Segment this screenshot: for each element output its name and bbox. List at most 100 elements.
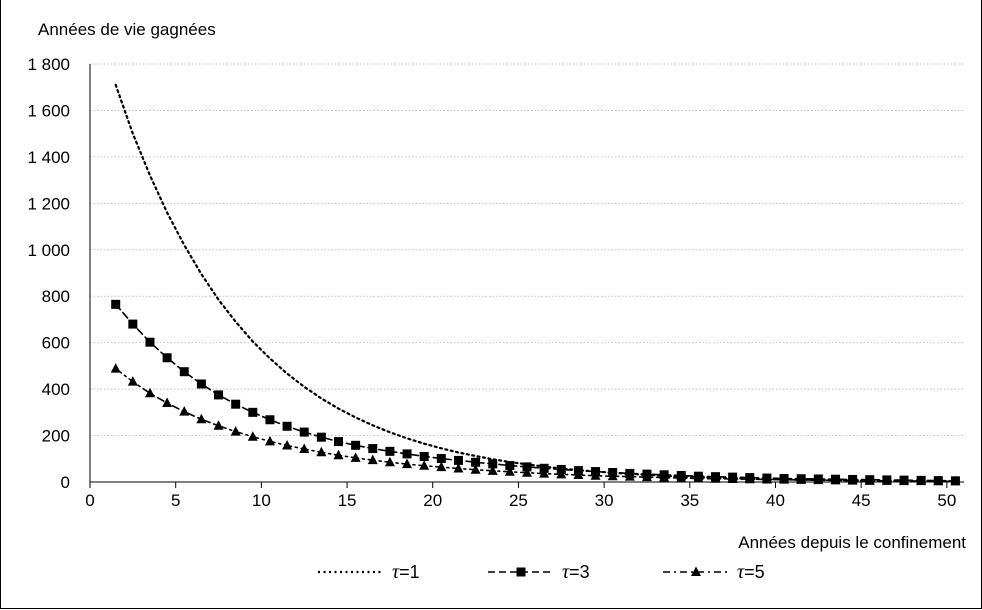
data-point [761,473,772,484]
y-tick-label: 600 [42,334,70,353]
data-point [864,475,875,485]
data-point [624,471,635,481]
data-point [248,407,258,417]
data-point [710,473,721,483]
data-point [333,437,343,447]
data-point [196,379,206,389]
series-lines [110,83,961,486]
y-tick-label: 800 [42,287,70,306]
series-2 [111,299,960,486]
data-point [556,468,567,479]
data-point [916,475,927,486]
x-tick-label: 25 [509,491,528,510]
data-point [111,299,121,309]
data-point [899,475,910,486]
data-point [504,466,515,476]
data-point [573,469,584,480]
series-1 [114,83,957,483]
data-point [282,440,293,450]
data-point [350,452,361,462]
data-point [419,460,430,470]
y-axis-label: Années de vie gagnées [38,20,216,39]
x-tick-label: 40 [766,491,785,510]
data-point [539,468,550,478]
data-point [453,463,464,473]
series-line [114,367,957,483]
x-tick-label: 5 [171,491,180,510]
gridlines [90,63,964,437]
data-point [128,319,138,329]
data-point [144,387,155,398]
data-point [881,475,892,485]
x-tick-label: 45 [852,491,871,510]
x-tick-label: 35 [680,491,699,510]
data-point [487,465,498,475]
axes [89,64,964,483]
data-point [333,449,344,460]
data-point [779,474,790,484]
data-point [316,432,326,442]
x-tick-label: 50 [937,491,956,510]
data-point [693,473,704,483]
data-point [351,440,361,450]
data-point [179,367,189,377]
data-point [796,474,807,484]
data-point [316,446,327,457]
data-point [299,427,309,437]
data-point [368,444,378,454]
y-tick-label: 400 [42,380,70,399]
legend-label: τ=1 [392,561,420,583]
data-point [847,475,858,485]
legend: τ=1 τ=3 τ=5 [318,561,765,583]
data-point [470,464,481,474]
data-point [813,474,824,485]
data-point [419,451,429,461]
x-tick-label: 0 [85,491,94,510]
y-tick-label: 200 [42,427,70,446]
data-point [282,421,292,431]
data-point [727,473,738,483]
data-point [402,449,412,459]
x-tick-label: 20 [423,491,442,510]
y-tick-label: 0 [61,473,70,492]
data-point [590,470,601,480]
y-tick-label: 1 000 [27,241,70,260]
series-line [114,303,957,482]
y-tick-label: 1 600 [27,101,70,120]
data-point [933,475,944,486]
data-point [522,467,532,477]
legend-item: τ=3 [488,561,590,583]
data-point [214,390,224,400]
legend-label: τ=3 [562,561,590,583]
data-point [436,454,446,464]
legend-label: τ=5 [737,561,765,583]
legend-item: τ=5 [663,561,765,583]
data-point [488,459,498,469]
y-tick-label: 1 200 [27,194,70,213]
data-point [265,415,275,425]
series-line [114,83,957,483]
data-point [162,353,172,363]
data-point [231,399,241,409]
data-point [299,443,310,454]
data-point [436,461,447,472]
data-point [162,397,173,408]
data-point [384,456,395,467]
data-point [247,431,258,441]
data-point [402,458,413,469]
x-tick-label: 10 [252,491,271,510]
x-tick-label: 15 [338,491,357,510]
x-axis-label: Années depuis le confinement [738,533,966,552]
legend-swatch-marker [691,566,701,576]
data-point [522,462,532,472]
y-tick-label: 1 800 [27,55,70,74]
y-tick-label: 1 400 [27,148,70,167]
legend-item: τ=1 [318,561,420,583]
data-point [179,406,190,416]
y-axis-ticks: 0 200 400 600 800 1 000 1 200 1 400 1 600 1 800 [27,55,70,492]
data-point [385,446,395,456]
data-point [230,426,241,436]
x-tick-label: 30 [595,491,614,510]
x-axis-ticks: 0 5 10 15 20 25 30 35 40 45 50 [85,482,956,510]
